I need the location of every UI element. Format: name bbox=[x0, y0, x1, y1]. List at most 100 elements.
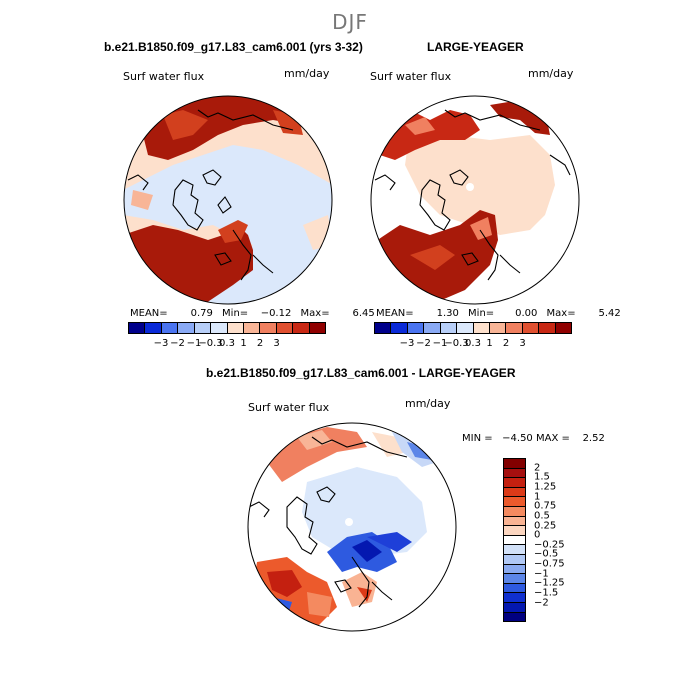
diff-variable-label: Surf water flux bbox=[248, 401, 330, 414]
right-colorbar-tick-label: 2 bbox=[502, 338, 510, 349]
diff-colorbar-swatch bbox=[504, 478, 525, 488]
diff-colorbar-swatch bbox=[504, 516, 525, 527]
diff-colorbar-tick-label: 1.5 bbox=[534, 471, 550, 483]
diff-minmax: MIN = −4.50 MAX = 2.52 bbox=[462, 433, 605, 444]
left-colorbar-swatch bbox=[227, 323, 244, 333]
diff-colorbar-swatch bbox=[504, 506, 525, 517]
left-max-label: Max= bbox=[300, 308, 330, 319]
right-colorbar-swatch bbox=[424, 323, 441, 333]
diff-colorbar-tick-label: −2 bbox=[534, 597, 549, 609]
right-colorbar-tick-label: −2 bbox=[416, 338, 431, 349]
left-colorbar-swatch bbox=[309, 323, 326, 333]
right-max-label: Max= bbox=[546, 308, 576, 319]
right-colorbar-tick-label: 0.3 bbox=[465, 338, 481, 349]
right-colorbar-swatch bbox=[539, 323, 556, 333]
right-mean-value: 1.30 bbox=[436, 308, 459, 319]
diff-colorbar-swatch bbox=[504, 545, 525, 555]
left-colorbar-swatch bbox=[260, 323, 277, 333]
diff-polar-map bbox=[247, 422, 457, 632]
right-colorbar-swatch bbox=[506, 323, 523, 333]
diff-colorbar-swatch bbox=[504, 583, 525, 594]
right-colorbar-swatch bbox=[407, 323, 425, 333]
left-mean-value: 0.79 bbox=[190, 308, 213, 319]
right-colorbar-tick-label: −3 bbox=[399, 338, 415, 349]
diff-colorbar-tick-label: −0.5 bbox=[534, 548, 559, 560]
diff-colorbar-tick-label: 1 bbox=[534, 491, 541, 503]
left-colorbar-tick-label: −0.3 bbox=[198, 338, 223, 349]
left-colorbar-swatch bbox=[276, 323, 294, 333]
right-colorbar bbox=[374, 322, 572, 334]
right-colorbar-swatch bbox=[489, 323, 507, 333]
diff-colorbar-tick-label: −1 bbox=[534, 568, 549, 580]
right-variable-label: Surf water flux bbox=[370, 70, 452, 83]
right-colorbar-tick-label: −0.3 bbox=[444, 338, 469, 349]
left-polar-map bbox=[123, 95, 333, 305]
left-mean-label: MEAN= bbox=[130, 308, 168, 319]
diff-colorbar-swatch bbox=[504, 459, 525, 469]
diff-colorbar-swatch bbox=[504, 593, 525, 603]
right-colorbar-swatch bbox=[457, 323, 474, 333]
diff-colorbar-tick-label: 0.25 bbox=[534, 520, 557, 532]
right-panel-title: LARGE-YEAGER bbox=[427, 40, 524, 54]
diff-colorbar-swatch bbox=[504, 612, 525, 622]
right-colorbar-tick-label: 3 bbox=[519, 338, 526, 349]
diff-colorbar-ticks: 2 1.5 1.25 1 0.75 0.5 0.25 0 −0.25 −0.5 −0.75 −1 −1.… bbox=[534, 458, 574, 622]
left-colorbar-swatch bbox=[129, 323, 146, 333]
right-colorbar-swatch bbox=[522, 323, 540, 333]
left-min-value: −0.12 bbox=[260, 308, 292, 319]
right-colorbar-tick-label: 1 bbox=[486, 338, 493, 349]
left-colorbar-swatch bbox=[243, 323, 261, 333]
right-mean-label: MEAN= bbox=[376, 308, 414, 319]
diff-colorbar-swatch bbox=[504, 602, 525, 613]
left-max-value: 6.45 bbox=[352, 308, 375, 319]
left-colorbar-swatch bbox=[178, 323, 195, 333]
diff-colorbar-tick-label: −0.75 bbox=[534, 558, 565, 570]
right-colorbar-swatch bbox=[555, 323, 572, 333]
left-colorbar-swatch bbox=[293, 323, 310, 333]
diff-colorbar-swatch bbox=[504, 574, 525, 584]
diff-colorbar-tick-label: −0.25 bbox=[534, 539, 565, 551]
left-colorbar-tick-label: 2 bbox=[256, 338, 264, 349]
right-polar-map bbox=[370, 95, 580, 305]
diff-colorbar-tick-label: −1.25 bbox=[534, 577, 565, 589]
diff-colorbar-swatch bbox=[504, 497, 525, 507]
right-units-label: mm/day bbox=[528, 67, 574, 80]
left-colorbar-ticks: −3 −2 −1 −0.3 0.3 1 2 3 bbox=[128, 338, 326, 350]
left-colorbar-swatch bbox=[211, 323, 228, 333]
left-units-label: mm/day bbox=[284, 67, 330, 80]
diff-colorbar-tick-label: 1.25 bbox=[534, 481, 557, 493]
diff-colorbar-tick-label: 0 bbox=[534, 529, 541, 541]
diff-colorbar-tick-label: 2 bbox=[534, 462, 541, 474]
right-min-label: Min= bbox=[468, 308, 495, 319]
diff-colorbar-swatch bbox=[504, 535, 525, 546]
left-panel-title: b.e21.B1850.f09_g17.L83_cam6.001 (yrs 3-… bbox=[104, 40, 363, 54]
left-colorbar-tick-label: −3 bbox=[153, 338, 169, 349]
left-colorbar bbox=[128, 322, 326, 334]
left-colorbar-swatch bbox=[161, 323, 179, 333]
right-colorbar-swatch bbox=[440, 323, 458, 333]
diff-colorbar-swatch bbox=[504, 526, 525, 536]
diff-colorbar-tick-label: 0.75 bbox=[534, 500, 557, 512]
diff-colorbar bbox=[503, 458, 526, 622]
diff-colorbar-tick-label: −1.5 bbox=[534, 587, 559, 599]
diff-colorbar-swatch bbox=[504, 487, 525, 498]
left-colorbar-tick-label: 0.3 bbox=[219, 338, 235, 349]
left-colorbar-tick-label: 1 bbox=[240, 338, 247, 349]
left-min-label: Min= bbox=[222, 308, 249, 319]
right-colorbar-swatch bbox=[375, 323, 392, 333]
diff-units-label: mm/day bbox=[405, 397, 451, 410]
left-colorbar-swatch bbox=[194, 323, 212, 333]
right-colorbar-swatch bbox=[391, 323, 408, 333]
right-colorbar-tick-label: −1 bbox=[432, 338, 448, 349]
diff-colorbar-swatch bbox=[504, 554, 525, 565]
left-variable-label: Surf water flux bbox=[123, 70, 205, 83]
right-colorbar-swatch bbox=[473, 323, 490, 333]
left-colorbar-tick-label: −2 bbox=[170, 338, 185, 349]
right-max-value: 5.42 bbox=[598, 308, 621, 319]
diff-panel-title: b.e21.B1850.f09_g17.L83_cam6.001 - LARGE… bbox=[206, 366, 516, 380]
right-colorbar-ticks: −3 −2 −1 −0.3 0.3 1 2 3 bbox=[374, 338, 572, 350]
diff-colorbar-swatch bbox=[504, 468, 525, 479]
left-colorbar-swatch bbox=[145, 323, 162, 333]
diff-colorbar-swatch bbox=[504, 564, 525, 575]
left-colorbar-tick-label: −1 bbox=[186, 338, 202, 349]
